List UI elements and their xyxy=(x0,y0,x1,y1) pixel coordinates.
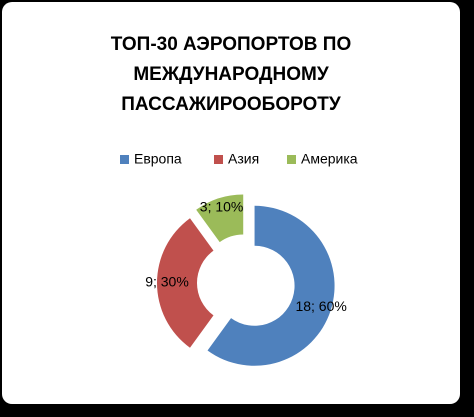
legend-swatch xyxy=(287,155,296,164)
chart-title: ТОП-30 АЭРОПОРТОВ ПО xyxy=(111,34,351,55)
legend-swatch xyxy=(214,155,223,164)
legend-label: Европа xyxy=(134,151,182,167)
donut-segment xyxy=(196,194,244,243)
data-label: 9; 30% xyxy=(145,274,189,290)
chart-title: ПАССАЖИРООБОРОТУ xyxy=(121,94,341,115)
donut-segment xyxy=(156,218,214,348)
chart-title: МЕЖДУНАРОДНОМУ xyxy=(133,64,329,85)
legend-label: Азия xyxy=(228,151,259,167)
donut-segment xyxy=(207,205,335,366)
legend-label: Америка xyxy=(301,151,358,167)
data-label: 18; 60% xyxy=(295,298,346,314)
data-label: 3; 10% xyxy=(200,199,244,215)
legend-swatch xyxy=(120,155,129,164)
